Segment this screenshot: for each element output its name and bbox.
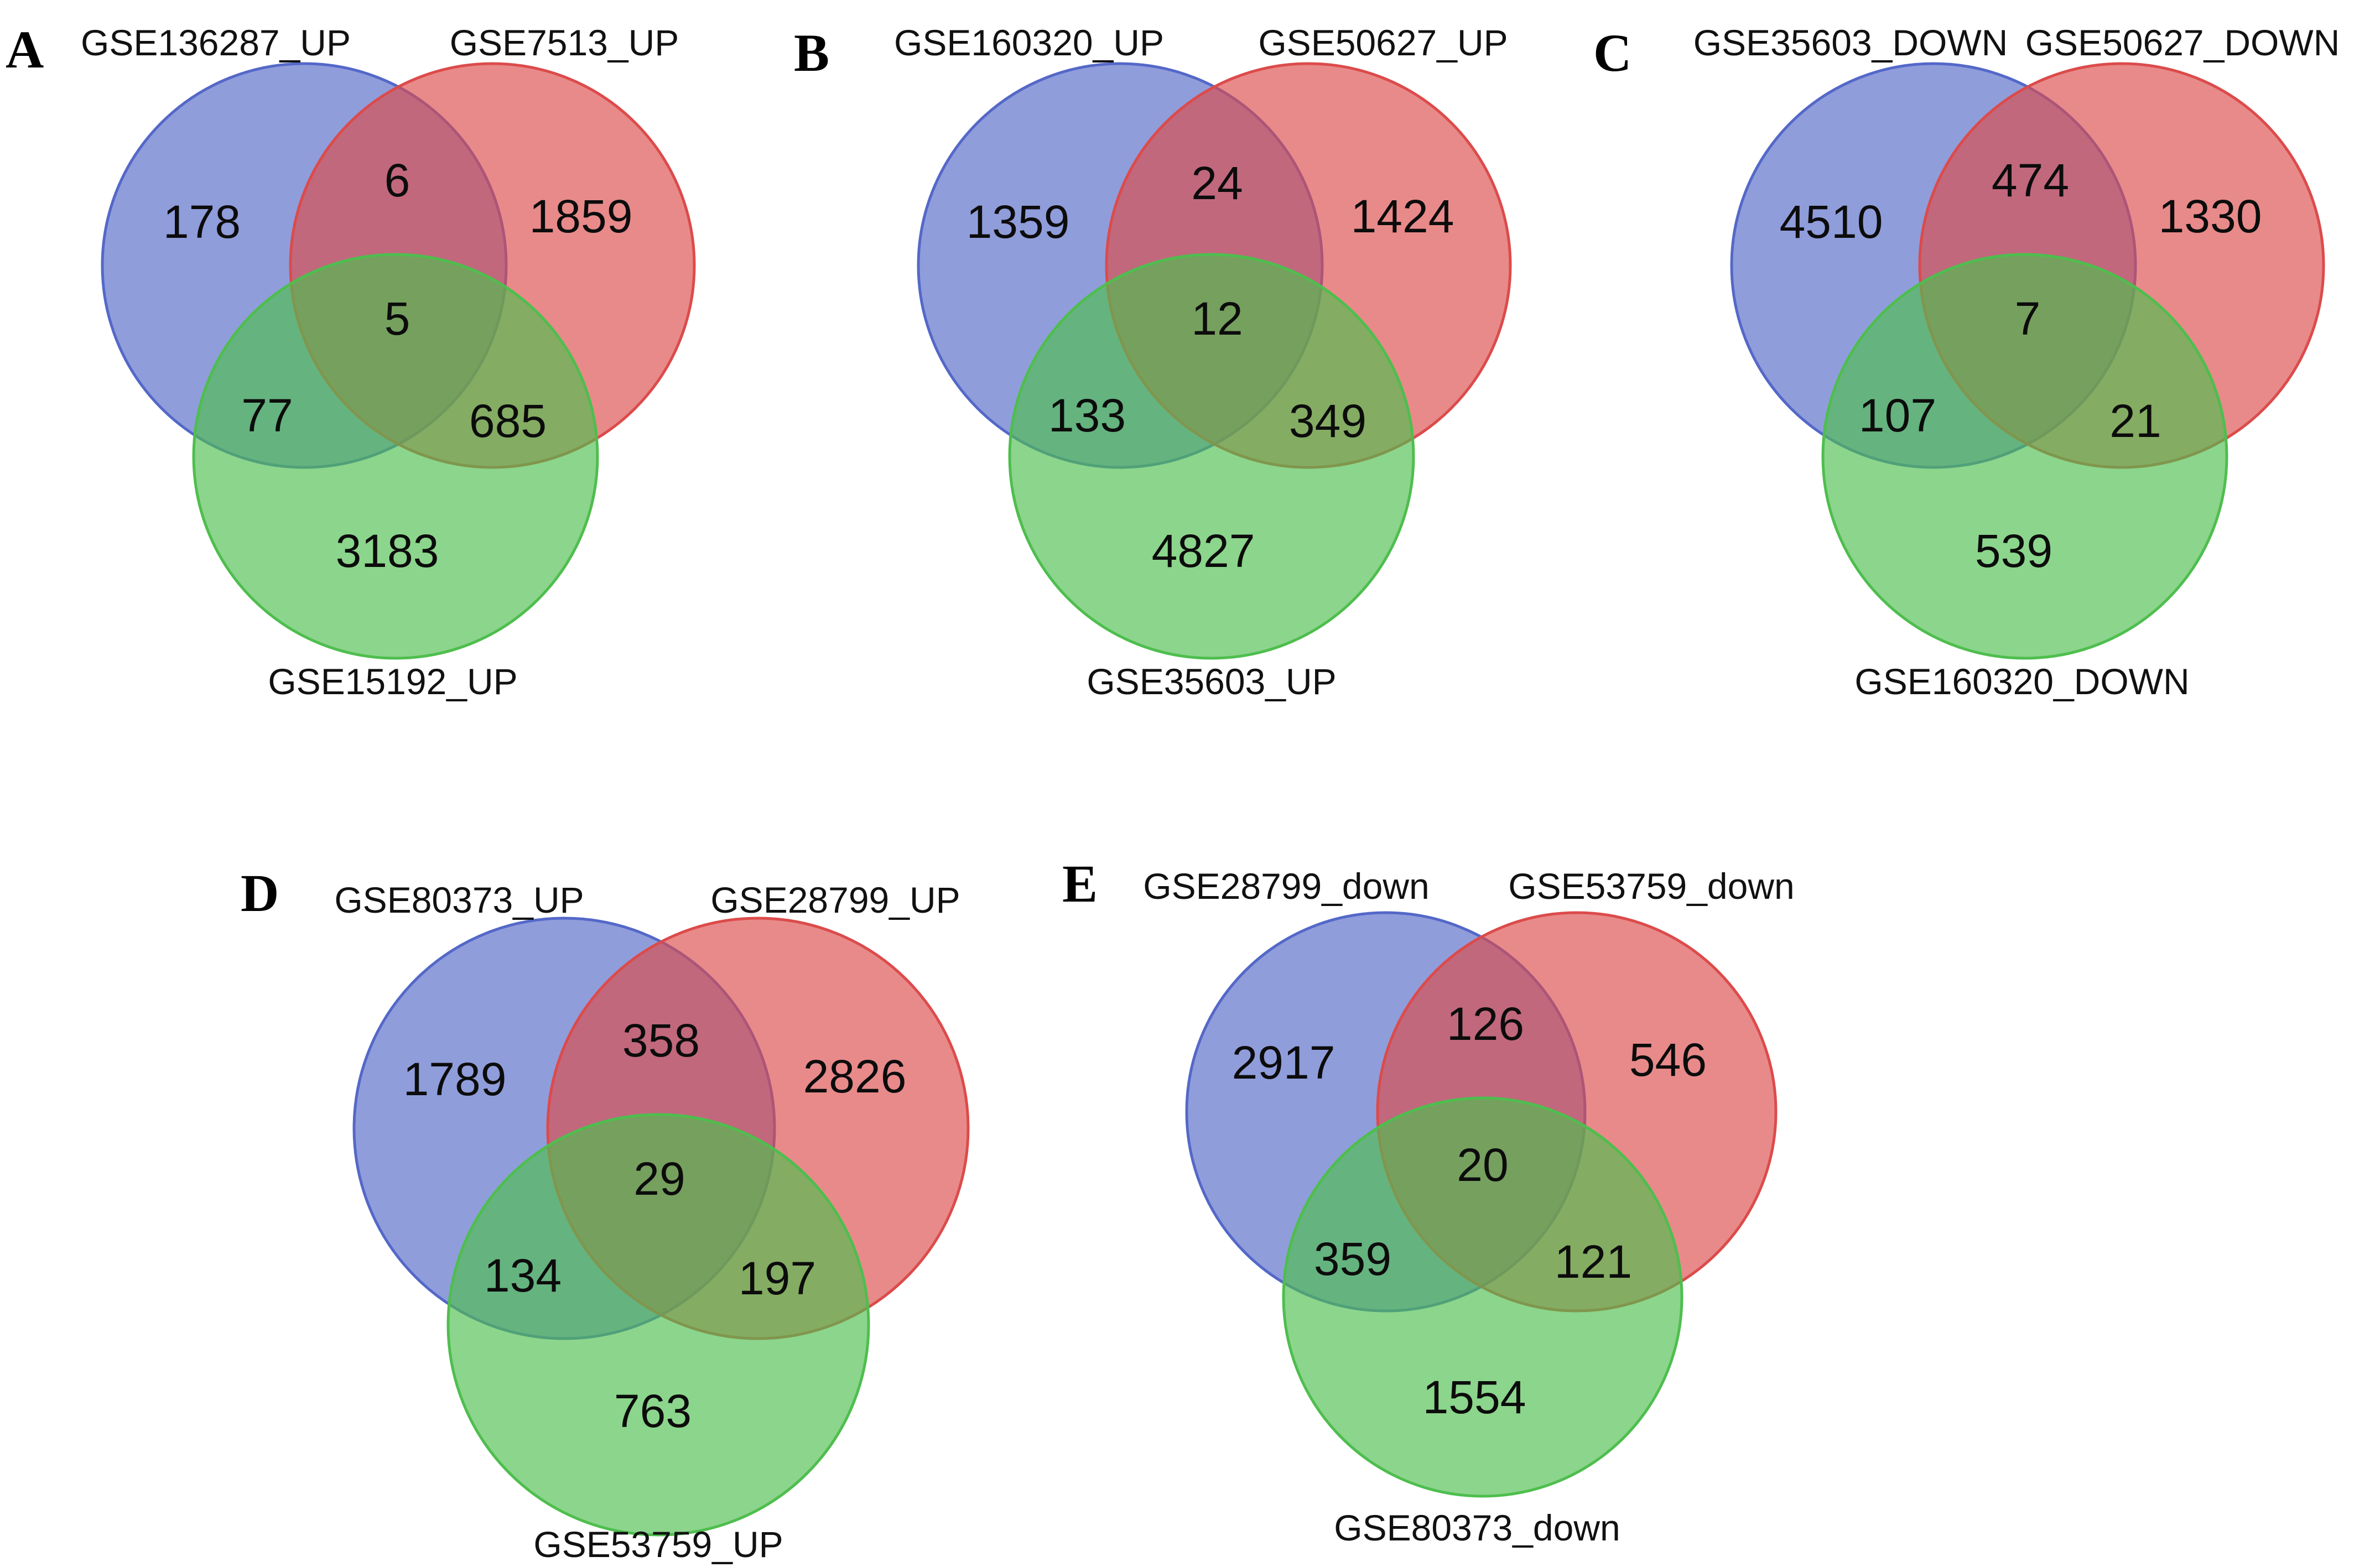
panel-letter: E — [1062, 854, 1098, 913]
count-only-b: 1859 — [529, 190, 633, 242]
count-only-a: 4510 — [1780, 196, 1883, 248]
venn-panel-a: A GSE136287_UP GSE7513_UP GSE15192_UP 17… — [6, 20, 696, 702]
set-circle-c — [1821, 253, 2228, 660]
count-b-c: 349 — [1289, 395, 1366, 447]
count-a-c: 77 — [241, 389, 293, 441]
count-a-b: 474 — [1992, 154, 2069, 206]
set-circle-c — [192, 253, 599, 660]
set-label-b: GSE53759_down — [1508, 866, 1794, 907]
count-only-c: 4827 — [1152, 525, 1255, 577]
count-only-a: 178 — [163, 196, 241, 248]
set-label-a: GSE136287_UP — [81, 22, 351, 63]
set-label-c: GSE160320_DOWN — [1854, 661, 2189, 702]
set-label-c: GSE53759_UP — [533, 1524, 783, 1565]
count-only-a: 1789 — [403, 1053, 507, 1105]
panel-letter: C — [1593, 23, 1631, 82]
set-label-c: GSE80373_down — [1334, 1507, 1620, 1548]
count-a-b-c: 7 — [2015, 293, 2041, 345]
count-a-b-c: 20 — [1457, 1139, 1508, 1191]
count-a-c: 134 — [484, 1250, 562, 1302]
set-label-b: GSE50627_UP — [1258, 22, 1508, 63]
count-only-c: 539 — [1975, 525, 2052, 577]
count-a-c: 107 — [1859, 389, 1936, 441]
count-only-a: 2917 — [1232, 1037, 1335, 1089]
count-a-b-c: 12 — [1191, 293, 1243, 345]
venn-panel-e: E GSE28799_down GSE53759_down GSE80373_d… — [1062, 854, 1795, 1548]
count-only-b: 546 — [1629, 1034, 1707, 1086]
set-label-a: GSE35603_DOWN — [1693, 22, 2008, 63]
venn-panel-b: B GSE160320_UP GSE50627_UP GSE35603_UP 1… — [794, 22, 1512, 702]
count-a-c: 359 — [1314, 1233, 1391, 1285]
count-b-c: 121 — [1555, 1236, 1632, 1288]
count-only-a: 1359 — [966, 196, 1070, 248]
panel-letter: B — [794, 23, 829, 82]
set-circle-c — [1008, 253, 1415, 660]
count-only-c: 763 — [614, 1385, 692, 1437]
count-a-c: 133 — [1048, 389, 1126, 441]
count-a-b: 358 — [622, 1014, 700, 1066]
count-only-b: 2826 — [803, 1050, 907, 1102]
count-a-b: 6 — [384, 154, 410, 206]
venn-panel-d: D GSE80373_UP GSE28799_UP GSE53759_UP 17… — [241, 863, 970, 1565]
count-only-b: 1330 — [2159, 190, 2262, 242]
count-a-b: 24 — [1191, 157, 1243, 209]
set-circle-c — [1282, 1096, 1683, 1498]
set-label-b: GSE28799_UP — [710, 879, 960, 920]
panel-letter: A — [6, 20, 44, 79]
set-label-c: GSE35603_UP — [1087, 661, 1336, 702]
count-only-c: 3183 — [336, 525, 439, 577]
count-b-c: 197 — [739, 1252, 816, 1304]
panel-letter: D — [241, 863, 279, 923]
count-a-b-c: 29 — [633, 1153, 685, 1205]
set-label-b: GSE50627_DOWN — [2025, 22, 2340, 63]
set-label-b: GSE7513_UP — [450, 22, 679, 63]
venn-panel-c: C GSE35603_DOWN GSE50627_DOWN GSE160320_… — [1593, 22, 2340, 702]
set-label-a: GSE28799_down — [1143, 866, 1429, 907]
set-label-a: GSE160320_UP — [894, 22, 1164, 63]
set-label-c: GSE15192_UP — [268, 661, 517, 702]
count-only-b: 1424 — [1351, 190, 1454, 242]
count-a-b: 126 — [1447, 998, 1524, 1050]
count-only-c: 1554 — [1423, 1371, 1526, 1423]
count-a-b-c: 5 — [384, 293, 410, 345]
set-circle-c — [446, 1113, 870, 1537]
count-b-c: 685 — [469, 395, 547, 447]
set-label-a: GSE80373_UP — [334, 879, 584, 920]
count-b-c: 21 — [2109, 395, 2161, 447]
